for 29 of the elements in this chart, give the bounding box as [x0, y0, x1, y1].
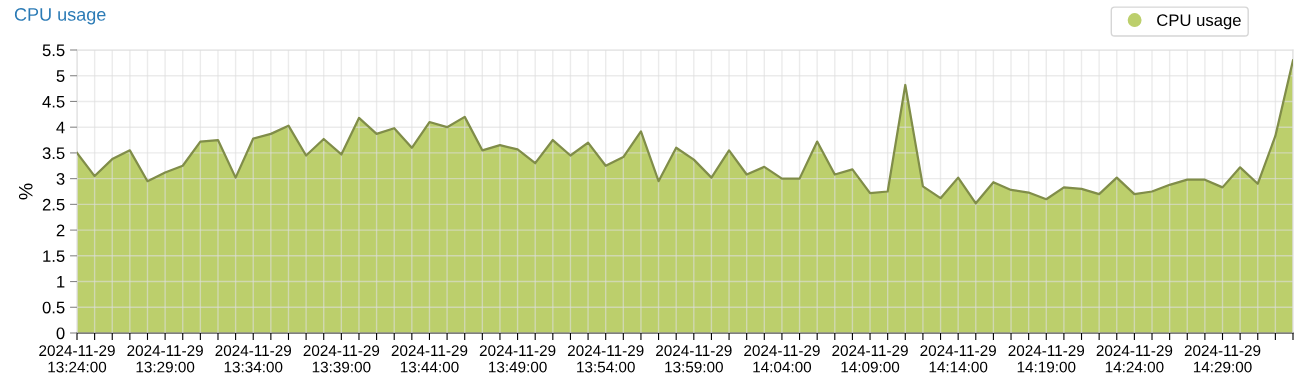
x-tick-label: 2024-11-29 14:04:00 [744, 345, 820, 373]
x-tick-label: 2024-11-29 13:34:00 [215, 345, 292, 373]
x-tick-label: 2024-11-29 13:54:00 [567, 345, 644, 373]
y-axis-title: % [18, 183, 33, 200]
y-tick-label: 3 [56, 173, 65, 185]
y-tick-label: 1.5 [43, 250, 65, 263]
y-tick-label: 2 [56, 224, 65, 237]
x-tick-label: 2024-11-29 13:44:00 [391, 345, 468, 373]
y-tick-label: 3.5 [42, 147, 65, 160]
x-tick-label: 2024-11-29 14:19:00 [1008, 345, 1085, 373]
y-tick-label: 0 [56, 327, 65, 340]
y-tick-label: 4.5 [42, 96, 65, 108]
x-tick-label: 2024-11-29 14:09:00 [832, 345, 908, 373]
y-tick-label: 5 [56, 70, 65, 82]
legend-label: CPU usage [1157, 14, 1241, 30]
y-tick-label: 2.5 [42, 198, 65, 211]
x-tick-label: 2024-11-29 13:24:00 [39, 345, 115, 373]
y-tick-label: 4 [56, 121, 65, 134]
y-tick-label: 5.5 [42, 44, 65, 57]
x-tick-label: 2024-11-29 14:24:00 [1096, 345, 1173, 373]
x-tick-label: 2024-11-29 13:59:00 [656, 345, 732, 373]
x-tick-label: 2024-11-29 13:49:00 [479, 345, 556, 373]
y-tick-label: 0.5 [42, 301, 65, 314]
x-tick-label: 2024-11-29 14:29:00 [1184, 345, 1261, 373]
chart-title: CPU usage [14, 8, 106, 25]
y-tick-label: 1 [57, 276, 65, 288]
x-tick-label: 2024-11-29 13:29:00 [127, 345, 203, 373]
x-tick-label: 2024-11-29 14:14:00 [920, 345, 996, 373]
x-tick-label: 2024-11-29 13:39:00 [303, 345, 380, 373]
